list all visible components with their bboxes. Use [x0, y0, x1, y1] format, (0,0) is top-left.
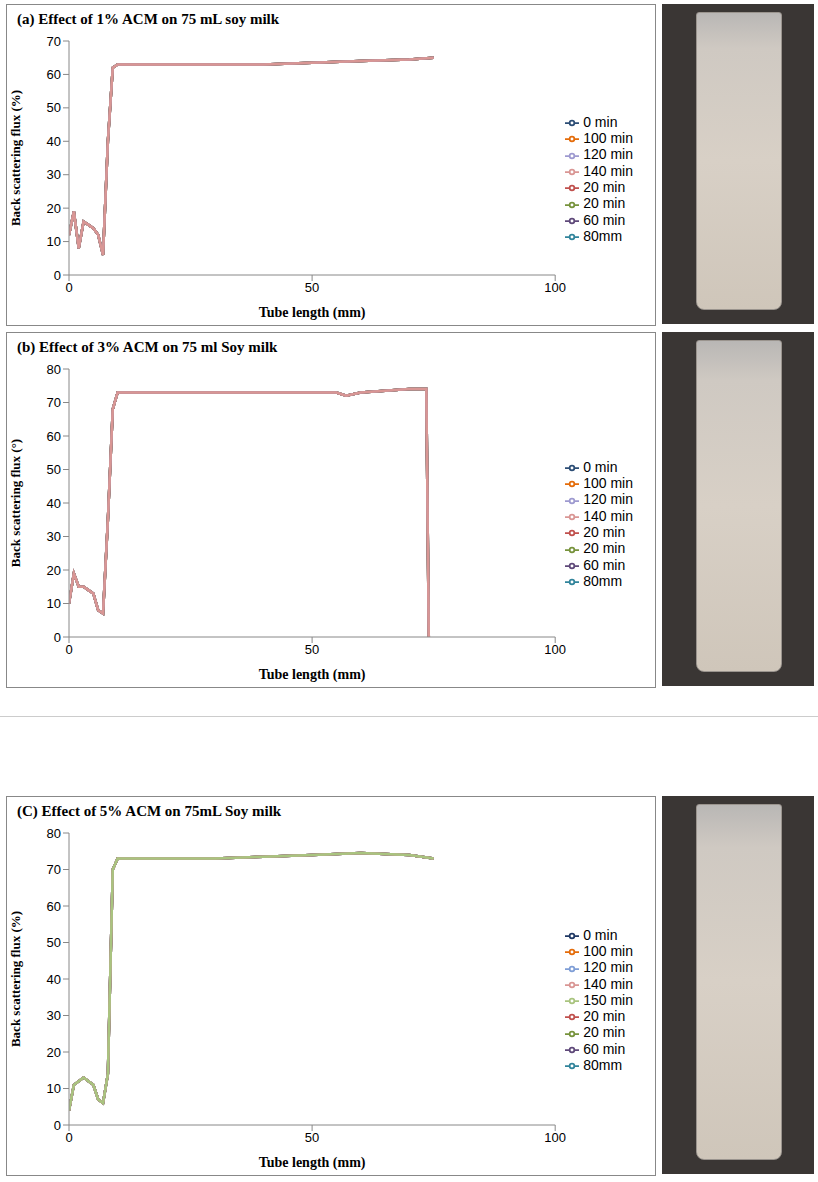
svg-text:10: 10 [47, 1081, 61, 1096]
svg-text:20: 20 [47, 563, 61, 578]
html-text:120 min: 120 min [583, 959, 633, 976]
svg-text:Back scattering flux (°): Back scattering flux (°) [8, 439, 23, 567]
svg-text:Tube length (mm): Tube length (mm) [259, 667, 366, 683]
svg-text:20: 20 [47, 1045, 61, 1060]
svg-text:50: 50 [305, 642, 319, 657]
svg-text:20: 20 [47, 201, 61, 216]
svg-text:10: 10 [47, 234, 61, 249]
svg-text:0: 0 [65, 1130, 72, 1145]
html-text:(a) Effect of 1% ACM on 75 mL: (a) Effect of 1% ACM on 75 mL soy milk [17, 11, 280, 27]
svg-text:100: 100 [544, 642, 566, 657]
svg-text:50: 50 [305, 280, 319, 295]
svg-text:60: 60 [47, 899, 61, 914]
html-text:100 min: 100 min [583, 475, 633, 492]
svg-text:30: 30 [47, 1008, 61, 1023]
svg-text:100: 100 [544, 280, 566, 295]
svg-text:40: 40 [47, 972, 61, 987]
svg-text:0: 0 [54, 630, 61, 645]
html-text:60 min: 60 min [583, 556, 626, 573]
html-text:(b) Effect of 3% ACM on 75 ml: (b) Effect of 3% ACM on 75 ml Soy milk [17, 339, 278, 355]
svg-text:100: 100 [544, 1130, 566, 1145]
svg-text:Tube length (mm): Tube length (mm) [259, 1155, 366, 1171]
svg-text:80: 80 [47, 363, 61, 377]
svg-text:30: 30 [47, 167, 61, 182]
html-text:0 min: 0 min [583, 113, 618, 130]
svg-text:50: 50 [47, 935, 61, 950]
html-text:0 min: 0 min [583, 458, 618, 475]
svg-text:70: 70 [47, 395, 61, 410]
html-text:60 min: 60 min [583, 1040, 626, 1057]
svg-text:70: 70 [47, 35, 61, 49]
html-text:20 min: 20 min [583, 524, 626, 540]
svg-text:30: 30 [47, 529, 61, 544]
html-text:20 min: 20 min [583, 195, 626, 212]
html-text:0 min: 0 min [583, 926, 618, 943]
html-text:80mm: 80mm [583, 572, 623, 589]
html-text:150 min: 150 min [583, 991, 633, 1008]
svg-text:10: 10 [47, 596, 61, 611]
svg-text:0: 0 [54, 268, 61, 283]
svg-text:50: 50 [305, 1130, 319, 1145]
html-text:100 min: 100 min [583, 943, 633, 959]
html-text:100 min: 100 min [583, 130, 633, 147]
svg-text:60: 60 [47, 429, 61, 444]
svg-text:80: 80 [47, 827, 61, 841]
svg-text:0: 0 [65, 642, 72, 657]
svg-text:Back scattering flux (%): Back scattering flux (%) [8, 911, 23, 1047]
html-text:140 min: 140 min [583, 162, 633, 179]
svg-text:40: 40 [47, 134, 61, 149]
html-text:20 min: 20 min [583, 1024, 626, 1041]
svg-text:0: 0 [65, 280, 72, 295]
html-text:80mm: 80mm [583, 227, 623, 244]
html-text:20 min: 20 min [583, 1008, 626, 1025]
html-text:20 min: 20 min [583, 179, 626, 195]
html-text:(C) Effect of 5% ACM on 75mL S: (C) Effect of 5% ACM on 75mL Soy milk [17, 803, 282, 819]
svg-text:40: 40 [47, 496, 61, 511]
html-text:20 min: 20 min [583, 540, 626, 557]
html-text:140 min: 140 min [583, 975, 633, 992]
svg-text:50: 50 [47, 462, 61, 477]
svg-text:0: 0 [54, 1118, 61, 1133]
svg-text:70: 70 [47, 862, 61, 877]
svg-text:Back scattering flux (%): Back scattering flux (%) [8, 90, 23, 226]
html-text:120 min: 120 min [583, 146, 633, 163]
html-text:140 min: 140 min [583, 507, 633, 524]
svg-text:60: 60 [47, 67, 61, 82]
svg-text:50: 50 [47, 100, 61, 115]
svg-text:Tube length (mm): Tube length (mm) [259, 305, 366, 321]
html-text:120 min: 120 min [583, 491, 633, 508]
html-text:80mm: 80mm [583, 1057, 623, 1073]
html-text:60 min: 60 min [583, 211, 626, 228]
